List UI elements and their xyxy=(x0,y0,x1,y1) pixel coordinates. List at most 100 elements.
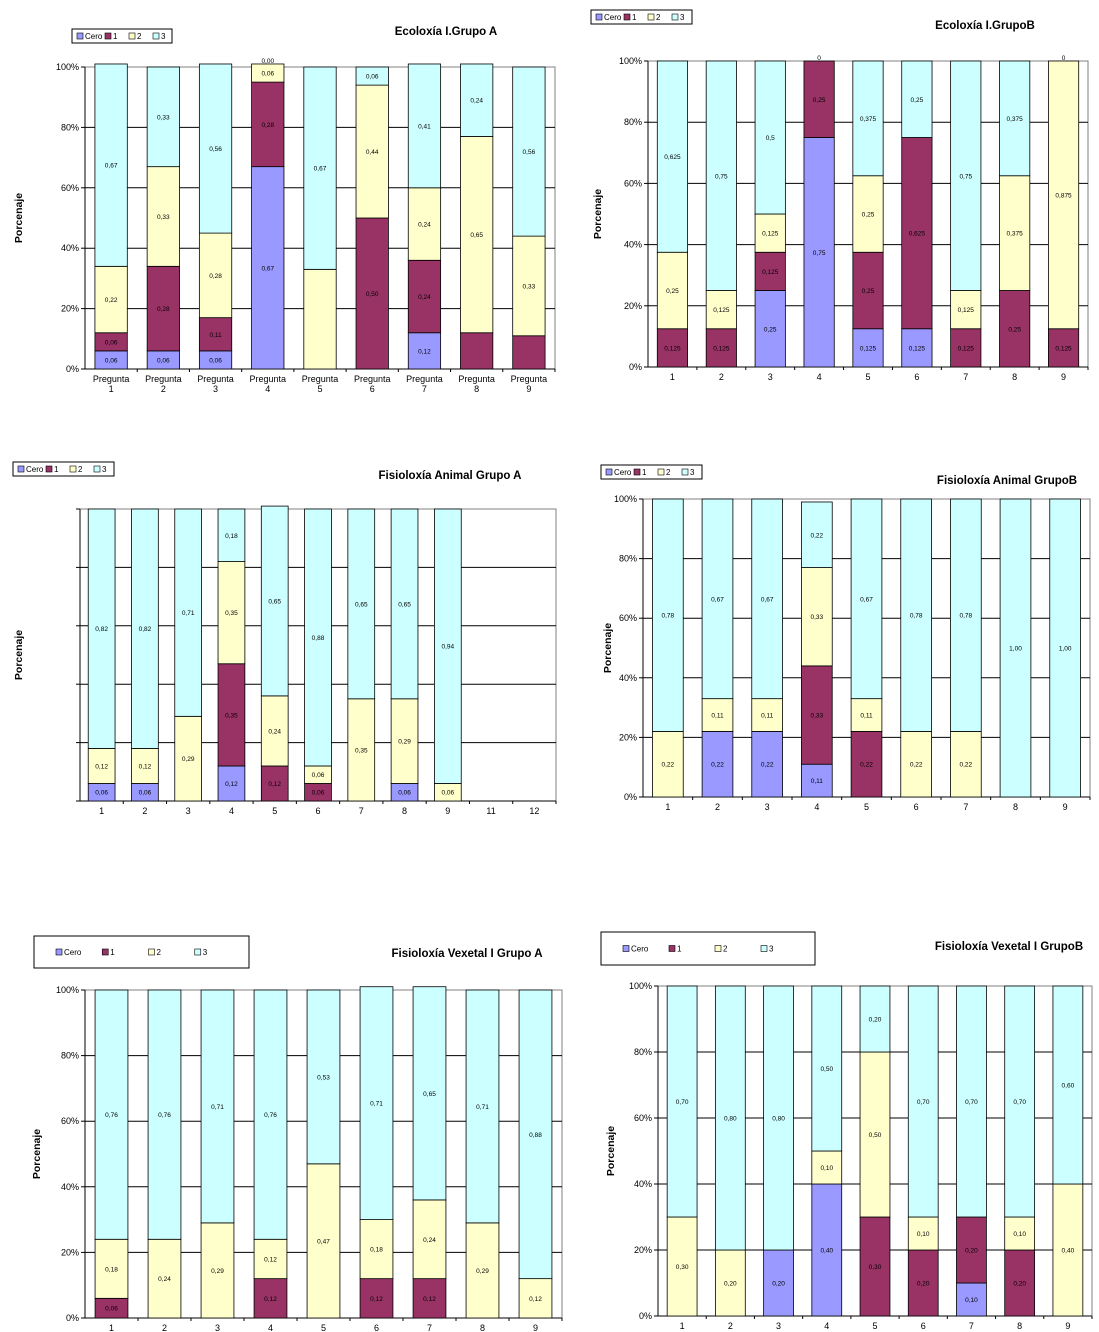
bar-segment xyxy=(811,1183,843,1317)
bar-segment xyxy=(1048,60,1080,330)
data-label: 0,65 xyxy=(398,601,411,608)
data-label: 0,375 xyxy=(1007,116,1024,123)
data-label: 0,67 xyxy=(314,166,327,173)
x-tick-label: Pregunta 9 xyxy=(511,374,548,394)
x-tick-label: 6 xyxy=(374,1323,379,1332)
y-axis-title: Porcenaje xyxy=(13,630,25,680)
bar-segment xyxy=(811,985,843,1152)
legend-box xyxy=(590,9,693,25)
y-tick-label: 60% xyxy=(61,183,79,193)
chart-title: Fisioloxía Animal Grupo A xyxy=(379,470,522,482)
data-label: 0,22 xyxy=(105,297,118,304)
data-label: 0,125 xyxy=(762,269,779,276)
x-tick-label: 3 xyxy=(768,372,773,382)
y-tick-label: 100% xyxy=(629,981,652,991)
y-tick-label: 20% xyxy=(624,301,642,311)
x-tick-label: 7 xyxy=(963,802,968,812)
data-label: 0,33 xyxy=(157,114,170,121)
data-label: 0,44 xyxy=(366,149,379,156)
x-tick-label: 4 xyxy=(814,802,819,812)
x-tick-label: Pregunta 8 xyxy=(458,374,495,394)
legend-swatch xyxy=(714,945,722,952)
data-label: 0,76 xyxy=(158,1112,171,1119)
data-label: 0,12 xyxy=(370,1296,383,1303)
legend-swatch xyxy=(194,948,202,956)
data-label: 0,25 xyxy=(862,212,875,219)
bar-segment xyxy=(714,1249,746,1317)
data-label: 0,375 xyxy=(1007,231,1024,238)
data-label: 0,06 xyxy=(398,790,411,797)
x-tick-label: 4 xyxy=(824,1321,829,1331)
bar-segment xyxy=(200,989,235,1224)
bar-segment xyxy=(852,60,884,177)
bar-segment xyxy=(359,1278,394,1319)
bar-segment xyxy=(656,251,688,330)
data-label: 0,125 xyxy=(713,307,730,314)
data-label: 1,00 xyxy=(1009,646,1022,653)
y-tick-label: 40% xyxy=(619,673,637,683)
legend-box xyxy=(12,461,115,477)
y-tick-label: 60% xyxy=(634,1113,652,1123)
data-label: 0,67 xyxy=(860,596,873,603)
bar-segment xyxy=(359,986,394,1220)
data-label: 0,29 xyxy=(211,1268,224,1275)
data-label: 0,28 xyxy=(157,306,170,313)
x-tick-label: Pregunta 7 xyxy=(406,374,443,394)
bar-segment xyxy=(460,332,494,370)
bar-segment xyxy=(355,66,389,86)
data-label: 0,53 xyxy=(317,1074,330,1081)
bar-segment xyxy=(901,137,933,330)
data-label: 0,125 xyxy=(958,307,975,314)
data-label: 0,30 xyxy=(676,1264,689,1271)
bar-segment xyxy=(390,698,419,784)
data-label: 0,28 xyxy=(261,122,274,129)
x-tick-label: 2 xyxy=(715,802,720,812)
y-tick-label: 100% xyxy=(56,62,79,72)
bar-segment xyxy=(355,217,389,370)
data-label: 0,20 xyxy=(772,1281,785,1288)
legend-label: 2 xyxy=(666,468,671,477)
legend-swatch xyxy=(45,465,53,473)
bar-segment xyxy=(950,498,982,732)
bar-segment xyxy=(763,985,794,1251)
data-label: 0,12 xyxy=(264,1296,277,1303)
data-label: 0,22 xyxy=(910,762,923,769)
bar-segment xyxy=(1004,1216,1036,1251)
data-label: 0,35 xyxy=(355,747,368,754)
y-tick-label: 40% xyxy=(634,1179,652,1189)
data-label: 0,24 xyxy=(418,222,431,229)
legend-label: 1 xyxy=(113,32,118,41)
data-label: 0,20 xyxy=(965,1248,978,1255)
bar-segment xyxy=(801,567,833,667)
data-label: 0,29 xyxy=(476,1268,489,1275)
bar-segment xyxy=(705,328,737,368)
bar-segment xyxy=(217,508,246,562)
data-label: 0,70 xyxy=(965,1099,978,1106)
bar-segment xyxy=(852,175,884,253)
chart-title: Fisioloxía Vexetal I Grupo A xyxy=(391,948,542,960)
y-tick-label: 80% xyxy=(619,554,637,564)
x-tick-label: 12 xyxy=(529,806,539,816)
legend-label: 3 xyxy=(161,32,166,41)
bar-segment xyxy=(147,1238,182,1319)
bar-segment xyxy=(303,66,337,270)
bar-segment xyxy=(198,63,233,234)
bar-segment xyxy=(1049,498,1081,798)
y-tick-label: 60% xyxy=(619,613,637,623)
legend-label: Cero xyxy=(631,945,649,954)
legend-label: 2 xyxy=(137,32,142,41)
legend-label: 2 xyxy=(656,13,661,22)
y-axis-title: Porcenaje xyxy=(13,193,25,243)
x-tick-label: Pregunta 6 xyxy=(354,374,391,394)
data-label: 0,29 xyxy=(398,739,411,746)
x-tick-label: 8 xyxy=(1013,802,1018,812)
legend-swatch xyxy=(671,13,679,21)
bar-segment xyxy=(306,989,341,1165)
data-label: 0,24 xyxy=(418,294,431,301)
data-label: 0,20 xyxy=(917,1281,930,1288)
bar-segment xyxy=(304,508,332,767)
data-label: 0,00 xyxy=(261,58,274,65)
bar-segment xyxy=(359,1219,394,1280)
bar-segment xyxy=(859,985,891,1053)
